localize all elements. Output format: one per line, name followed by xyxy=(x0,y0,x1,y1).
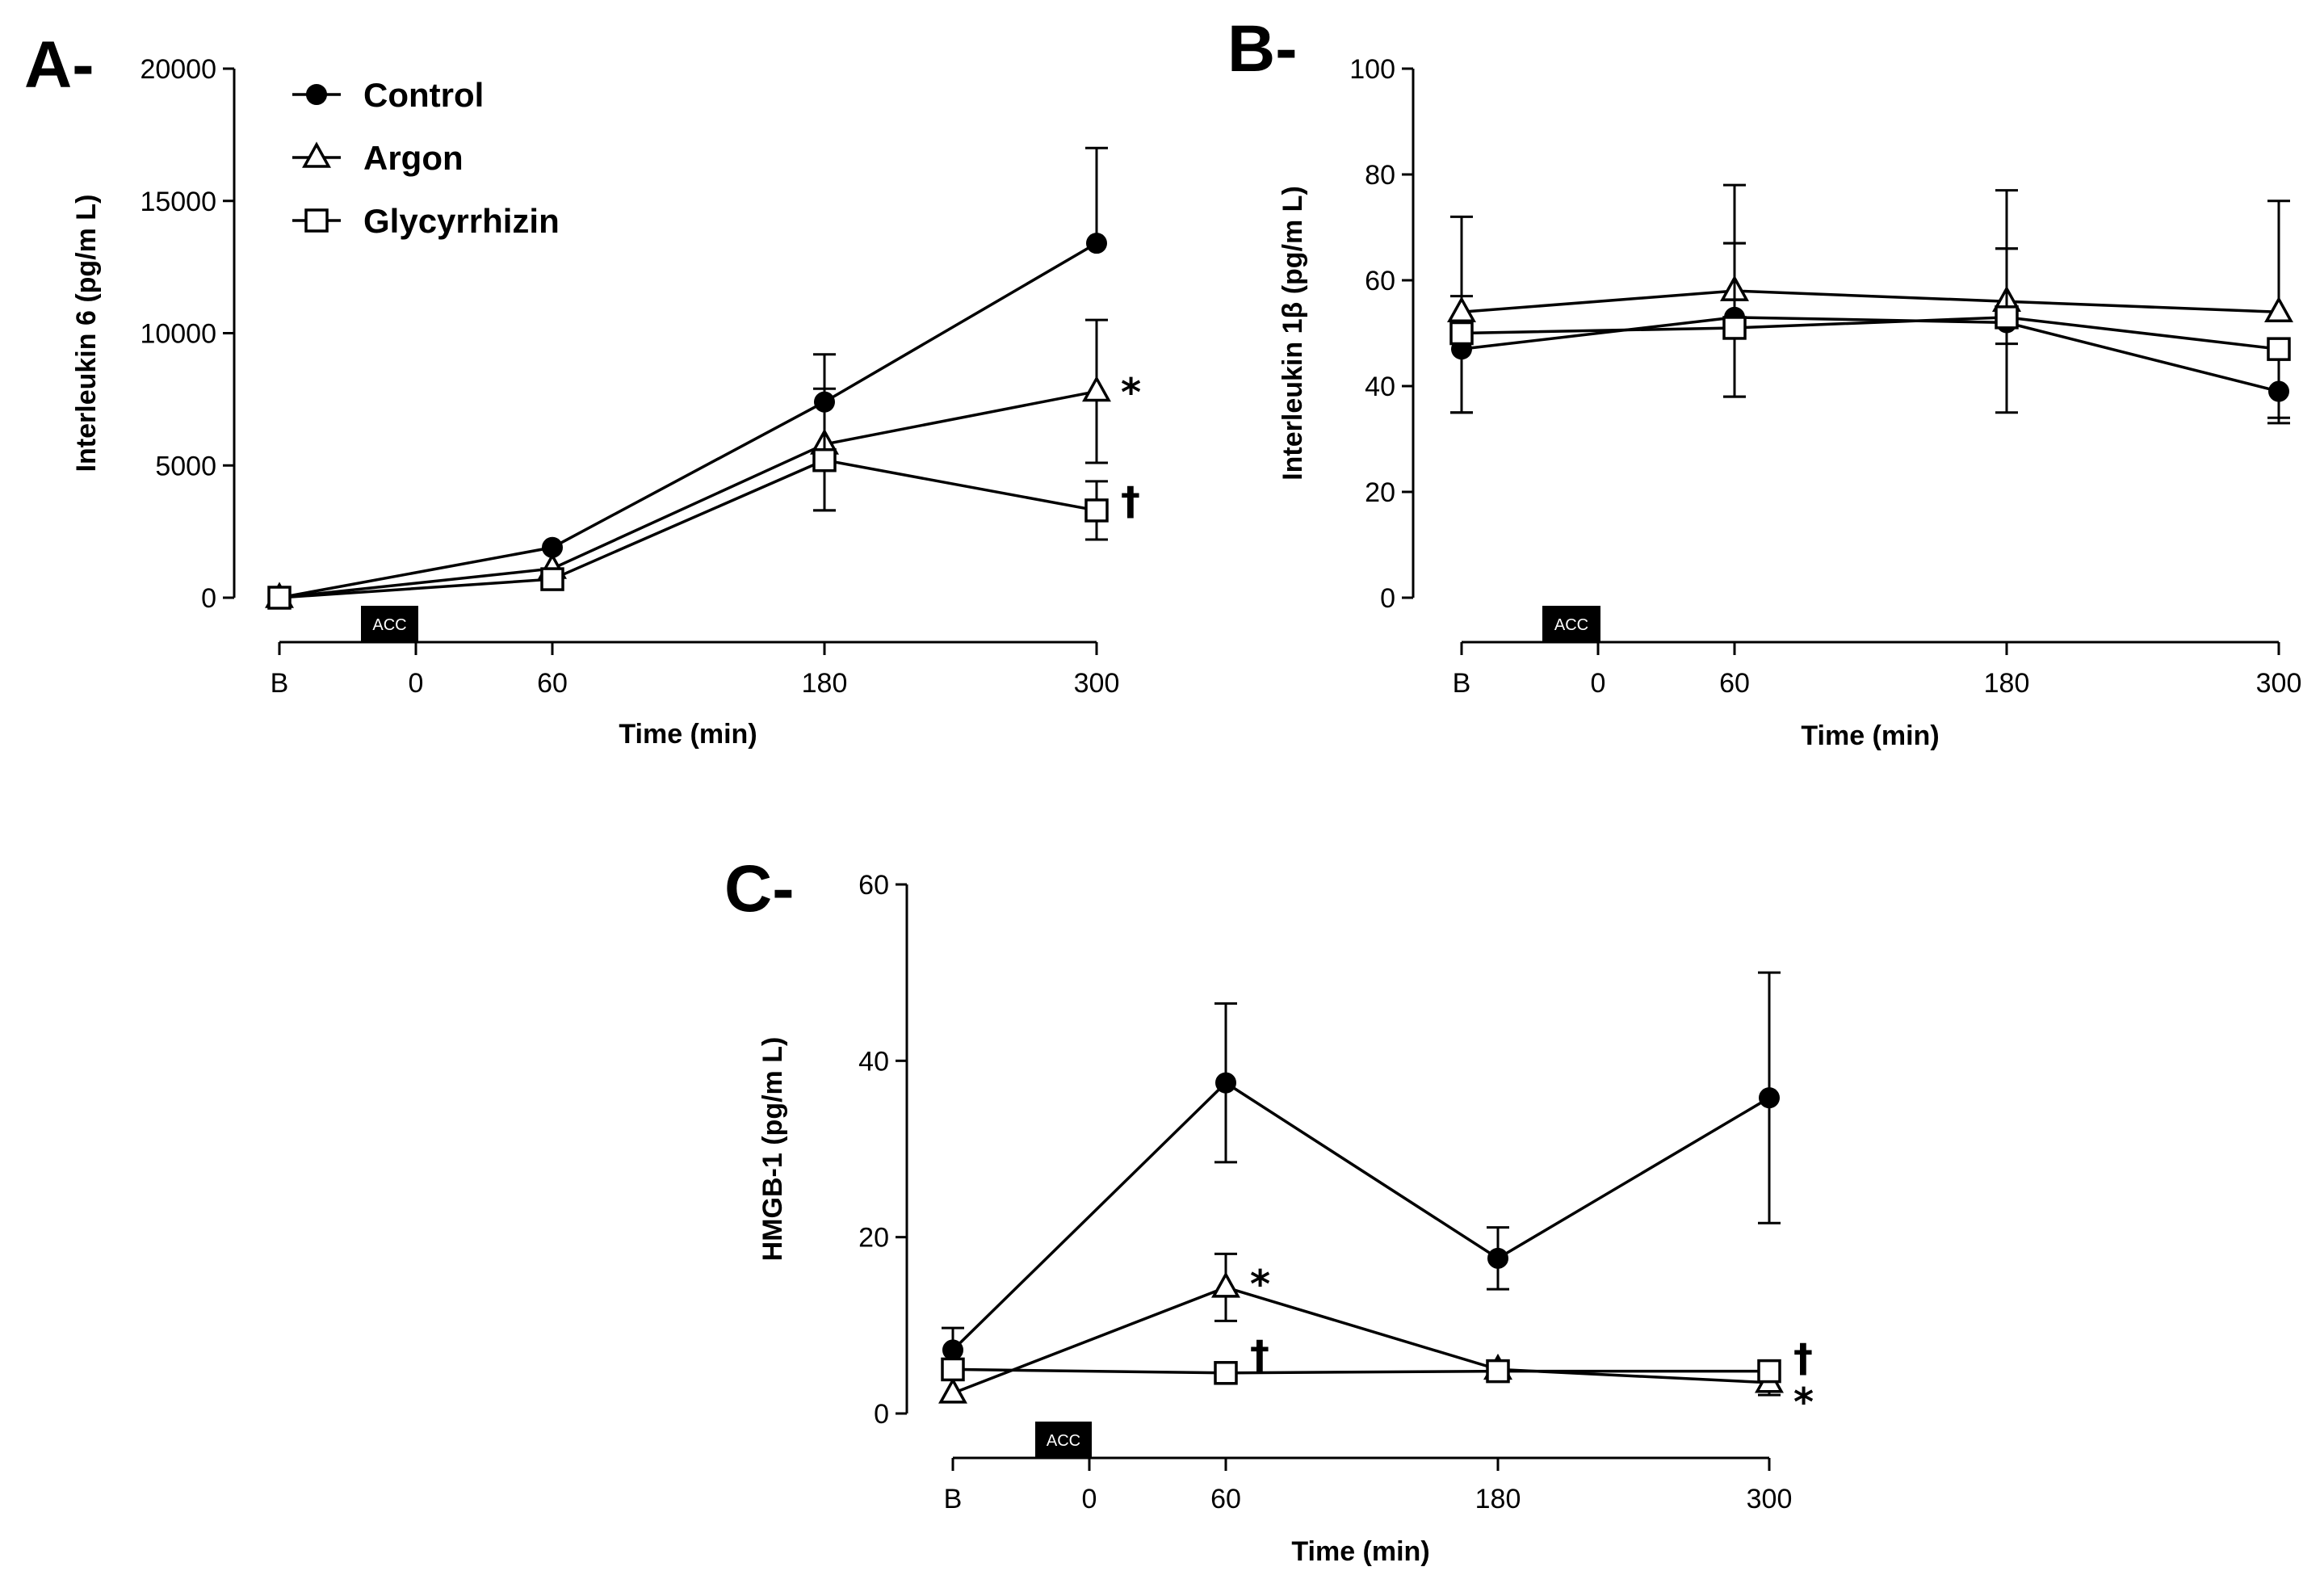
acc-marker-label: ACC xyxy=(372,616,406,634)
y-tick-label: 40 xyxy=(858,1046,889,1077)
acc-marker-label: ACC xyxy=(1047,1432,1080,1450)
x-tick-label: 0 xyxy=(1082,1484,1097,1514)
data-point-control xyxy=(1086,233,1107,254)
x-tick-label: 300 xyxy=(1074,668,1120,699)
data-point-argon xyxy=(1211,1271,1240,1298)
x-tick-label: B xyxy=(1453,668,1471,699)
x-tick-label: 60 xyxy=(1210,1484,1241,1514)
y-axis-title: HMGB-1 (pg/m L) xyxy=(757,1037,788,1262)
y-axis-title: Interleukin 6 (pg/m L) xyxy=(71,195,102,473)
data-point-argon xyxy=(1447,296,1476,323)
significance-mark: * xyxy=(1121,371,1141,416)
series-line-glycyrrhizin xyxy=(1461,316,2280,351)
data-point-argon xyxy=(1082,375,1111,402)
legend-label-control: Control xyxy=(363,76,484,114)
acc-marker-label: ACC xyxy=(1554,616,1588,634)
y-tick-label: 60 xyxy=(858,870,889,901)
legend-label-glycyrrhizin: Glycyrrhizin xyxy=(363,202,560,240)
y-tick-label: 0 xyxy=(1380,583,1395,614)
data-point-glycyrrhizin xyxy=(1722,316,1747,340)
significance-mark: † xyxy=(1793,1336,1813,1381)
y-tick-label: 100 xyxy=(1349,54,1395,85)
data-point-argon xyxy=(2264,296,2293,323)
x-tick-label: B xyxy=(271,668,289,699)
data-point-glycyrrhizin xyxy=(812,447,837,473)
legend-marker-glycyrrhizin xyxy=(304,208,329,233)
series-line-glycyrrhizin xyxy=(952,1367,1769,1375)
series-line-argon xyxy=(952,1286,1770,1395)
x-axis-title: Time (min) xyxy=(1291,1536,1429,1567)
series-line-control xyxy=(951,1081,1770,1351)
y-tick-label: 40 xyxy=(1365,372,1395,402)
data-point-control xyxy=(1215,1072,1236,1094)
panel-letter: A- xyxy=(24,28,94,102)
series-line-argon xyxy=(279,389,1097,599)
significance-mark: * xyxy=(1250,1262,1270,1307)
acc-marker-box xyxy=(1035,1422,1092,1458)
x-tick-label: 180 xyxy=(802,668,848,699)
data-point-glycyrrhizin xyxy=(1449,321,1474,346)
series-line-control xyxy=(279,242,1097,599)
y-tick-label: 15000 xyxy=(140,187,216,217)
y-tick-label: 20 xyxy=(1365,477,1395,508)
legend-label-argon: Argon xyxy=(363,139,464,177)
series-line-glycyrrhizin xyxy=(279,458,1097,599)
data-point-glycyrrhizin xyxy=(1486,1359,1510,1384)
panel-letter: B- xyxy=(1227,12,1298,86)
legend-marker-control xyxy=(306,84,327,105)
y-tick-label: 5000 xyxy=(155,451,216,481)
y-tick-label: 20000 xyxy=(140,54,216,85)
data-point-glycyrrhizin xyxy=(941,1357,965,1382)
acc-marker-box xyxy=(1542,606,1600,642)
series-line-argon xyxy=(1461,289,2280,314)
x-axis-title: Time (min) xyxy=(619,719,757,750)
data-point-glycyrrhizin xyxy=(2267,337,2291,361)
data-point-glycyrrhizin xyxy=(1757,1359,1781,1384)
x-tick-label: 180 xyxy=(1475,1484,1521,1514)
significance-mark: † xyxy=(1250,1333,1269,1378)
data-point-glycyrrhizin xyxy=(1214,1361,1238,1385)
panel-c-chart: C- 0 20 40 60 HMGB-1 (pg/m L) B 0 60 180 300 Time (… xyxy=(724,852,1814,1567)
y-axis-title: Interleukin 1β (pg/m L) xyxy=(1277,186,1308,481)
significance-mark: * xyxy=(1793,1380,1814,1426)
panel-b-chart: B- 0 20 40 60 80 100 Interleukin 1β (pg/m L) B 0 6… xyxy=(1227,12,2301,751)
y-tick-label: 10000 xyxy=(140,319,216,350)
data-point-control xyxy=(1487,1247,1508,1269)
x-tick-label: 0 xyxy=(409,668,424,699)
legend-marker-argon xyxy=(302,141,331,168)
x-tick-label: 60 xyxy=(537,668,568,699)
series-line-control xyxy=(1461,316,2280,393)
panel-letter: C- xyxy=(724,852,795,926)
data-point-control xyxy=(1759,1087,1780,1109)
acc-marker-box xyxy=(361,606,418,642)
x-tick-label: 0 xyxy=(1591,668,1606,699)
y-tick-label: 80 xyxy=(1365,160,1395,191)
y-tick-label: 20 xyxy=(858,1223,889,1254)
y-tick-label: 0 xyxy=(874,1399,889,1430)
x-tick-label: 300 xyxy=(2256,668,2302,699)
x-tick-label: 60 xyxy=(1719,668,1750,699)
x-tick-label: 300 xyxy=(1747,1484,1793,1514)
data-point-argon xyxy=(938,1377,967,1404)
x-tick-label: 180 xyxy=(1984,668,2030,699)
data-point-glycyrrhizin xyxy=(540,567,564,591)
data-point-glycyrrhizin xyxy=(267,586,292,610)
x-tick-label: B xyxy=(944,1484,963,1514)
y-tick-label: 0 xyxy=(201,583,216,614)
data-point-glycyrrhizin xyxy=(1084,498,1109,523)
y-tick-label: 60 xyxy=(1365,266,1395,296)
data-point-glycyrrhizin xyxy=(1995,305,2019,330)
panel-a-chart: A- 0 5000 10000 15000 20000 Interleukin 6 (pg/… xyxy=(24,28,1141,750)
data-point-control xyxy=(942,1339,963,1361)
x-axis-title: Time (min) xyxy=(1801,720,1939,751)
significance-mark: † xyxy=(1121,479,1140,524)
